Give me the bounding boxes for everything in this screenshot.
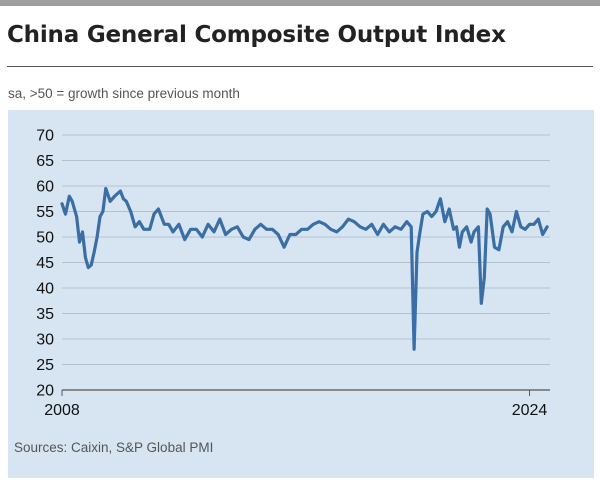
source-note: Sources: Caixin, S&P Global PMI (14, 440, 214, 455)
y-tick-label: 35 (36, 306, 54, 323)
chart-panel: 20 25 30 35 40 45 50 55 60 65 70 2008 2024 Sources:… (8, 110, 594, 478)
chart-title: China General Composite Output Index (7, 22, 506, 48)
y-tick-label: 25 (36, 357, 54, 374)
series-layer (60, 186, 549, 351)
y-axis-ticks: 20 25 30 35 40 45 50 55 60 65 70 (36, 128, 54, 400)
series-line-0 (60, 186, 549, 351)
x-tick-label: 2024 (512, 402, 548, 419)
grid-layer (62, 134, 550, 391)
x-axis-ticks: 2008 2024 (44, 390, 547, 419)
y-tick-label: 60 (36, 179, 54, 196)
y-tick-label: 30 (36, 332, 54, 349)
top-rule (0, 0, 600, 6)
y-tick-label: 20 (36, 383, 54, 400)
chart-subtitle: sa, >50 = growth since previous month (8, 86, 240, 101)
y-tick-label: 50 (36, 230, 54, 247)
y-tick-label: 55 (36, 204, 54, 221)
y-tick-label: 40 (36, 281, 54, 298)
x-tick-label: 2008 (44, 402, 80, 419)
title-divider (7, 66, 593, 67)
y-tick-label: 70 (36, 128, 54, 145)
y-tick-label: 65 (36, 153, 54, 170)
y-tick-label: 45 (36, 255, 54, 272)
line-chart: 20 25 30 35 40 45 50 55 60 65 70 2008 2024 (36, 128, 550, 419)
